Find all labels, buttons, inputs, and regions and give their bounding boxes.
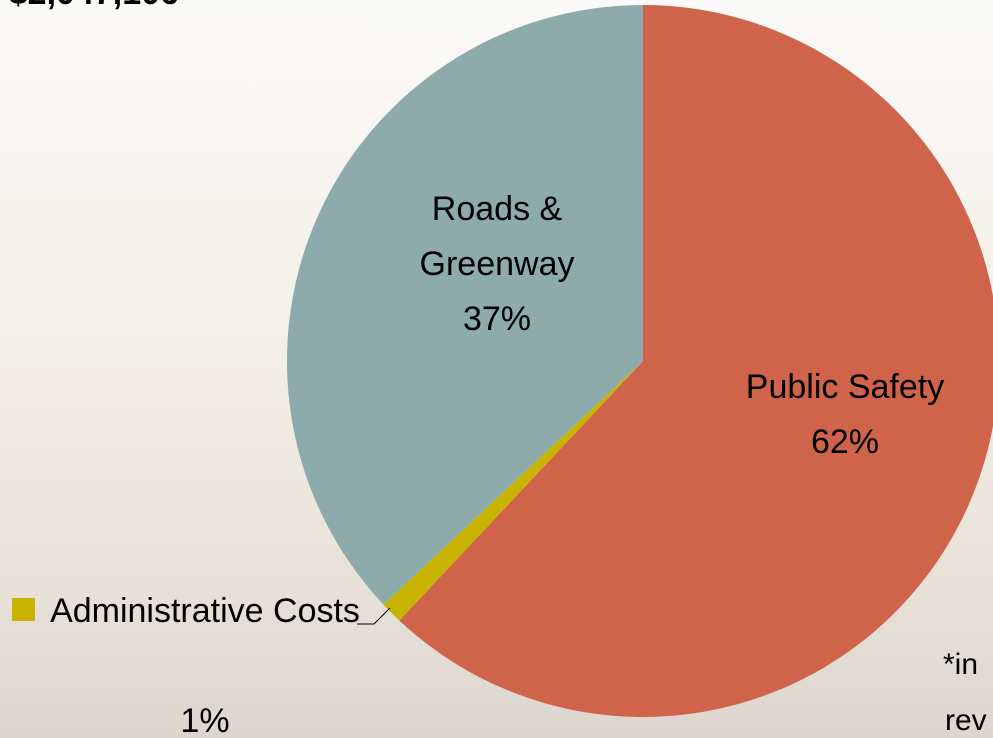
leader-line xyxy=(357,607,391,625)
slice-label: Roads & Greenway xyxy=(419,190,575,283)
chart-title: : $2,047,106 xyxy=(0,0,179,13)
slice-label: Public Safety xyxy=(745,368,945,406)
slice-value-label: 1% xyxy=(180,702,230,738)
pie-slice xyxy=(383,361,643,621)
legend-swatch xyxy=(12,598,35,621)
slice-value-label: 37% xyxy=(462,300,532,338)
annotation: rev xyxy=(945,704,987,737)
pie-slice xyxy=(287,5,643,605)
annotation: *in xyxy=(943,648,979,681)
pie-slice xyxy=(399,5,993,717)
slice-label: Administrative Costs xyxy=(50,592,360,630)
slice-value-label: 62% xyxy=(810,423,880,461)
